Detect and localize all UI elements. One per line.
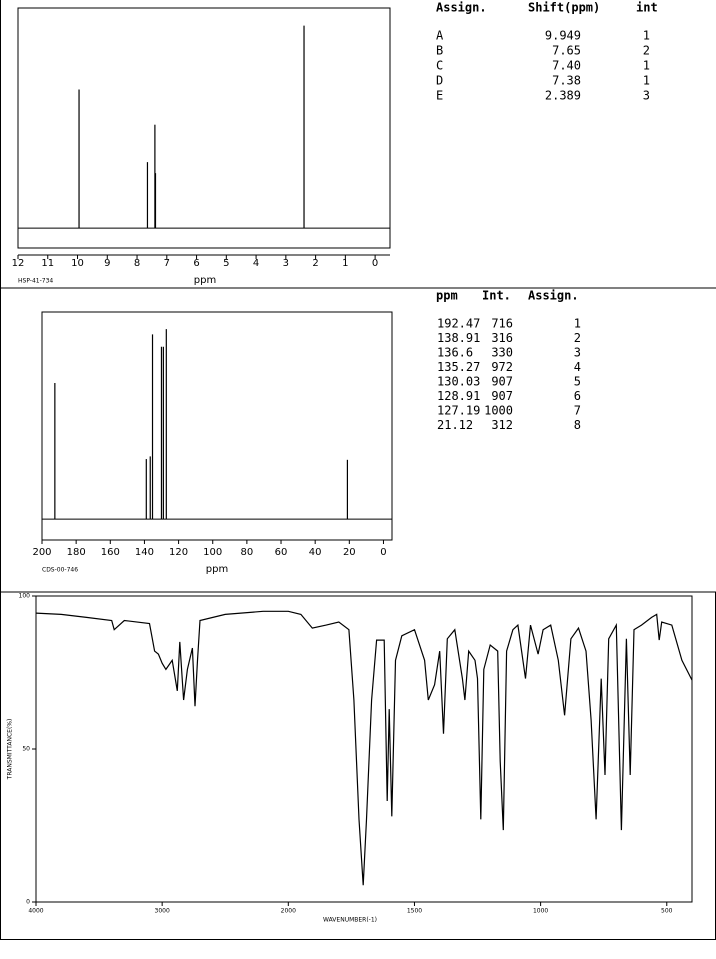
x-tick-label: 1 — [342, 258, 348, 269]
x-tick-label: 2000 — [281, 908, 296, 915]
table-cell: 8 — [574, 418, 581, 432]
table-header: int — [636, 1, 658, 15]
x-tick-label: 160 — [101, 547, 120, 558]
table-cell: 1000 — [484, 404, 513, 418]
x-tick-label: 2 — [312, 258, 318, 269]
x-tick-label: 40 — [309, 547, 322, 558]
x-tick-label: 0 — [380, 547, 386, 558]
x-tick-label: 1500 — [407, 908, 422, 915]
y-tick-label: 100 — [19, 593, 31, 600]
table-header: Int. — [482, 289, 511, 303]
table-header: Shift(ppm) — [528, 1, 600, 15]
x-tick-label: 60 — [275, 547, 288, 558]
spectrum-code: CDS-00-746 — [42, 567, 78, 574]
table-cell: 2.389 — [545, 89, 581, 103]
table-header: Assign. — [528, 289, 579, 303]
x-tick-label: 4 — [253, 258, 259, 269]
plot-frame — [35, 595, 693, 903]
spectrum-line — [35, 610, 693, 886]
x-axis-title: ppm — [194, 275, 216, 286]
y-tick-label: 0 — [26, 899, 30, 906]
x-tick-label: 10 — [71, 258, 84, 269]
table-cell: 1 — [574, 317, 581, 331]
x-tick-label: 100 — [203, 547, 222, 558]
x-tick-label: 3000 — [155, 908, 170, 915]
table-cell: 4 — [574, 360, 581, 374]
table-cell: 138.91 — [437, 331, 480, 345]
plot-frame — [17, 7, 391, 249]
table-cell: 7.65 — [552, 44, 581, 58]
x-tick-label: 20 — [343, 547, 356, 558]
x-tick-label: 1000 — [533, 908, 548, 915]
table-cell: D — [436, 74, 443, 88]
y-axis-title: TRANSMITTANCE(%) — [7, 719, 14, 781]
table-cell: 907 — [491, 375, 513, 389]
table-cell: 907 — [491, 389, 513, 403]
table-cell: 6 — [574, 389, 581, 403]
table-cell: 3 — [643, 89, 650, 103]
table-header: ppm — [436, 289, 458, 303]
plot-frame — [41, 311, 393, 541]
x-tick-label: 80 — [241, 547, 254, 558]
table-cell: 3 — [574, 346, 581, 360]
table-cell: A — [436, 29, 444, 43]
x-tick-label: 5 — [223, 258, 229, 269]
table-cell: 716 — [491, 317, 513, 331]
table-cell: 136.6 — [437, 346, 473, 360]
table-cell: 1 — [643, 29, 650, 43]
x-tick-label: 7 — [164, 258, 170, 269]
table-cell: 312 — [491, 418, 513, 432]
x-tick-label: 8 — [134, 258, 140, 269]
x-tick-label: 12 — [12, 258, 25, 269]
table-cell: 130.03 — [437, 375, 480, 389]
x-tick-label: 6 — [193, 258, 199, 269]
table-cell: 1 — [643, 74, 650, 88]
y-tick-label: 50 — [22, 746, 30, 753]
table-cell: 9.949 — [545, 29, 581, 43]
table-cell: 316 — [491, 331, 513, 345]
x-tick-label: 0 — [372, 258, 378, 269]
table-cell: E — [436, 89, 443, 103]
table-cell: 127.19 — [437, 404, 480, 418]
x-tick-label: 11 — [41, 258, 54, 269]
table-cell: 972 — [491, 360, 513, 374]
table-cell: 1 — [643, 59, 650, 73]
table-cell: 5 — [574, 375, 581, 389]
x-axis-title: ppm — [206, 564, 228, 575]
spectrum-code: HSP-41-734 — [18, 278, 53, 285]
table-cell: B — [436, 44, 443, 58]
table-cell: 135.27 — [437, 360, 480, 374]
x-tick-label: 140 — [135, 547, 154, 558]
table-cell: 330 — [491, 346, 513, 360]
table-cell: 21.12 — [437, 418, 473, 432]
x-tick-label: 3 — [283, 258, 289, 269]
x-tick-label: 9 — [104, 258, 110, 269]
table-cell: 192.47 — [437, 317, 480, 331]
x-tick-label: 4000 — [28, 908, 43, 915]
x-axis-title: WAVENUMBER(-1) — [323, 917, 377, 924]
x-tick-label: 180 — [67, 547, 86, 558]
table-cell: C — [436, 59, 443, 73]
table-header: Assign. — [436, 1, 487, 15]
x-tick-label: 200 — [32, 547, 51, 558]
table-cell: 2 — [643, 44, 650, 58]
table-cell: 7.38 — [552, 74, 581, 88]
table-cell: 7 — [574, 404, 581, 418]
table-cell: 7.40 — [552, 59, 581, 73]
table-cell: 128.91 — [437, 389, 480, 403]
x-tick-label: 500 — [661, 908, 673, 915]
x-tick-label: 120 — [169, 547, 188, 558]
table-cell: 2 — [574, 331, 581, 345]
